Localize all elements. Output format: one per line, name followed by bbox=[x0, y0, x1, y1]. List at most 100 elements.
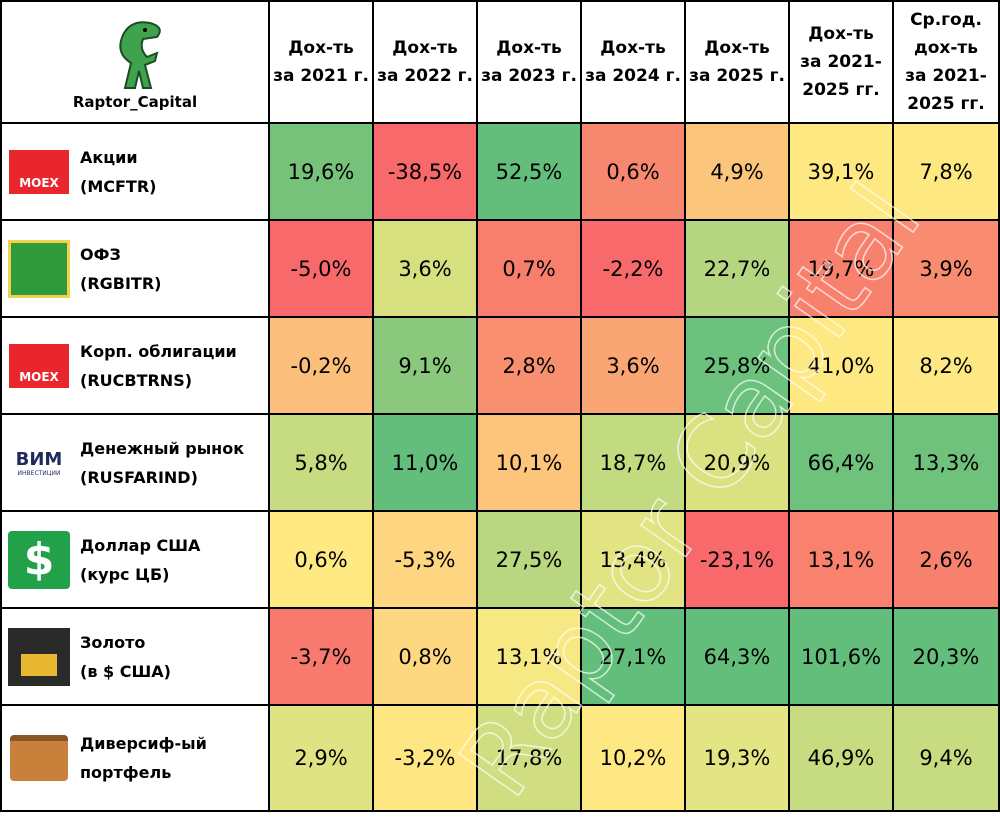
row-ticker: (курс ЦБ) bbox=[80, 564, 170, 584]
gold-bars bbox=[21, 653, 57, 676]
row-name: Золото bbox=[80, 632, 146, 652]
column-header: Дох-ть за 2024 г. bbox=[582, 2, 686, 124]
header-line: за 2024 г. bbox=[585, 66, 681, 86]
value-cell: 3,9% bbox=[894, 221, 1000, 318]
value-cell: 13,1% bbox=[478, 609, 582, 706]
row-label: $ Доллар США (курс ЦБ) bbox=[2, 512, 270, 609]
value-cell: 3,6% bbox=[374, 221, 478, 318]
column-header: Дох-ть за 2021 г. bbox=[270, 2, 374, 124]
value-cell: 0,6% bbox=[582, 124, 686, 221]
header-line: за 2021- bbox=[905, 66, 987, 86]
row-icon bbox=[8, 239, 70, 298]
value-cell: 20,3% bbox=[894, 609, 1000, 706]
row-ticker: (RGBITR) bbox=[80, 273, 162, 293]
value-cell: 9,1% bbox=[374, 318, 478, 415]
header-line: Дох-ть bbox=[600, 38, 666, 58]
header-line: за 2023 г. bbox=[481, 66, 577, 86]
row-label: Диверсиф-ый портфель bbox=[2, 706, 270, 812]
value-cell: 2,6% bbox=[894, 512, 1000, 609]
row-text: Акции (MCFTR) bbox=[80, 143, 156, 201]
row-name: Доллар США bbox=[80, 535, 201, 555]
value-cell: 46,9% bbox=[790, 706, 894, 812]
value-cell: 0,8% bbox=[374, 609, 478, 706]
value-cell: 13,1% bbox=[790, 512, 894, 609]
value-cell: -2,2% bbox=[582, 221, 686, 318]
value-cell: -3,7% bbox=[270, 609, 374, 706]
row-icon: MOEX bbox=[8, 336, 70, 395]
row-label: MOEX Акции (MCFTR) bbox=[2, 124, 270, 221]
value-cell: 101,6% bbox=[790, 609, 894, 706]
row-ticker: (RUSFARIND) bbox=[80, 467, 198, 487]
value-cell: 18,7% bbox=[582, 415, 686, 512]
value-cell: 52,5% bbox=[478, 124, 582, 221]
value-cell: 27,1% bbox=[582, 609, 686, 706]
value-cell: 25,8% bbox=[686, 318, 790, 415]
briefcase bbox=[10, 735, 68, 781]
header-line: Дох-ть bbox=[392, 38, 458, 58]
value-cell: 7,8% bbox=[894, 124, 1000, 221]
value-cell: 10,1% bbox=[478, 415, 582, 512]
value-cell: 39,1% bbox=[790, 124, 894, 221]
value-cell: -38,5% bbox=[374, 124, 478, 221]
row-text: Корп. облигации (RUCBTRNS) bbox=[80, 337, 237, 395]
row-ticker: портфель bbox=[80, 763, 172, 782]
row-label: ОФЗ (RGBITR) bbox=[2, 221, 270, 318]
value-cell: 13,4% bbox=[582, 512, 686, 609]
dollar-sign: $ bbox=[23, 534, 55, 585]
value-cell: 19,6% bbox=[270, 124, 374, 221]
value-cell: 17,8% bbox=[478, 706, 582, 812]
row-text: Диверсиф-ый портфель bbox=[80, 729, 207, 787]
value-cell: 9,4% bbox=[894, 706, 1000, 812]
row-icon bbox=[8, 729, 70, 787]
value-cell: 66,4% bbox=[790, 415, 894, 512]
value-cell: 10,2% bbox=[582, 706, 686, 812]
value-cell: 3,6% bbox=[582, 318, 686, 415]
value-cell: 0,7% bbox=[478, 221, 582, 318]
value-cell: 8,2% bbox=[894, 318, 1000, 415]
row-icon: MOEX bbox=[8, 142, 70, 201]
column-header: Дох-ть за 2023 г. bbox=[478, 2, 582, 124]
brand-cell: Raptor_Capital bbox=[2, 2, 270, 124]
header-line: за 2021- bbox=[800, 52, 882, 72]
row-name: ОФЗ bbox=[80, 244, 121, 264]
row-text: Денежный рынок (RUSFARIND) bbox=[80, 434, 244, 492]
header-line: 2025 гг. bbox=[907, 94, 985, 114]
value-cell: 5,8% bbox=[270, 415, 374, 512]
row-text: Золото (в $ США) bbox=[80, 628, 171, 686]
column-header: Дох-ть за 2022 г. bbox=[374, 2, 478, 124]
header-line: Ср.год. bbox=[910, 10, 982, 30]
row-ticker: (RUCBTRNS) bbox=[80, 370, 193, 390]
moex-logo: MOEX bbox=[9, 343, 69, 388]
row-label: ВИМ ИНВЕСТИЦИИ Денежный рынок (RUSFARIND) bbox=[2, 415, 270, 512]
value-cell: 19,7% bbox=[790, 221, 894, 318]
value-cell: 41,0% bbox=[790, 318, 894, 415]
value-cell: 0,6% bbox=[270, 512, 374, 609]
brand-name: Raptor_Capital bbox=[72, 93, 198, 111]
row-text: ОФЗ (RGBITR) bbox=[80, 240, 161, 298]
column-header: Дох-ть за 2021- 2025 гг. bbox=[790, 2, 894, 124]
value-cell: 2,9% bbox=[270, 706, 374, 812]
header-line: дох-ть bbox=[913, 38, 979, 58]
row-label: MOEX Корп. облигации (RUCBTRNS) bbox=[2, 318, 270, 415]
value-cell: -3,2% bbox=[374, 706, 478, 812]
header-line: за 2022 г. bbox=[377, 66, 473, 86]
value-cell: -5,0% bbox=[270, 221, 374, 318]
row-ticker: (в $ США) bbox=[80, 661, 171, 681]
row-ticker: (MCFTR) bbox=[80, 176, 157, 196]
column-header: Дох-ть за 2025 г. bbox=[686, 2, 790, 124]
row-name: Денежный рынок bbox=[80, 438, 245, 458]
vim-logo: ВИМ bbox=[15, 448, 63, 470]
row-text: Доллар США (курс ЦБ) bbox=[80, 531, 200, 589]
moex-logo: MOEX bbox=[9, 149, 69, 194]
row-name: Акции bbox=[80, 147, 138, 167]
vim-sub: ИНВЕСТИЦИИ bbox=[17, 469, 61, 477]
column-header: Ср.год. дох-ть за 2021- 2025 гг. bbox=[894, 2, 1000, 124]
value-cell: 64,3% bbox=[686, 609, 790, 706]
value-cell: 27,5% bbox=[478, 512, 582, 609]
row-name: Диверсиф-ый bbox=[80, 734, 207, 753]
value-cell: -0,2% bbox=[270, 318, 374, 415]
header-line: Дох-ть bbox=[808, 24, 874, 44]
value-cell: 22,7% bbox=[686, 221, 790, 318]
value-cell: 19,3% bbox=[686, 706, 790, 812]
